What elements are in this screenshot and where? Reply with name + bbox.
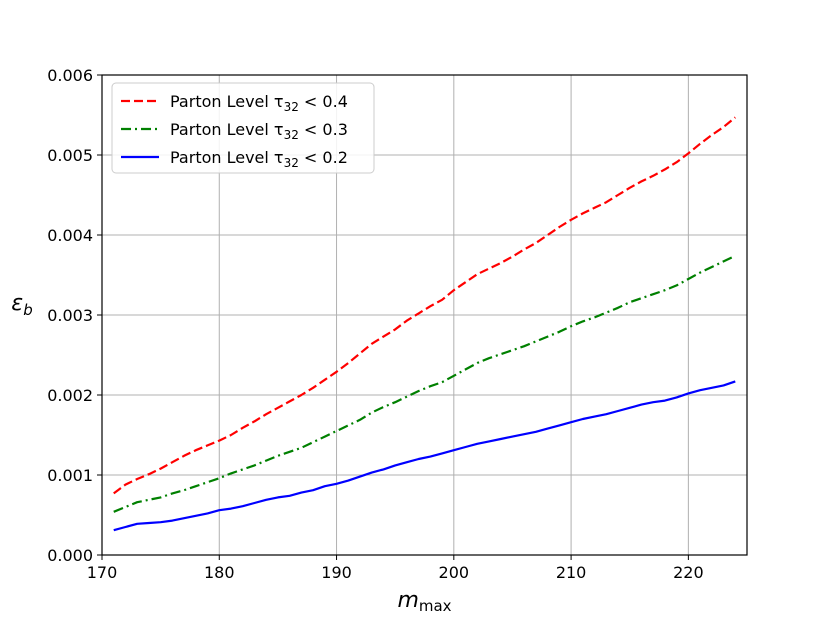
legend-label-rel: < 0.2	[299, 148, 348, 167]
x-tick-label: 190	[321, 563, 352, 582]
legend-label-main: Parton Level τ	[170, 120, 284, 139]
legend-label-1: Parton Level τ32 < 0.3	[170, 120, 348, 142]
x-axis-label: mmax	[397, 588, 451, 615]
legend-label-sub: 32	[284, 100, 299, 114]
legend-box	[111, 82, 375, 174]
y-axis-label: εb	[11, 291, 32, 319]
y-tick-label: 0.003	[47, 306, 93, 325]
y-tick-label: 0.006	[47, 66, 93, 85]
y-tick-label: 0.000	[47, 546, 93, 565]
x-axis-label-sub: max	[419, 597, 452, 615]
x-tick-label: 220	[673, 563, 704, 582]
legend-label-main: Parton Level τ	[170, 148, 284, 167]
x-axis-label-main: m	[397, 588, 418, 613]
axis-ticks: 170 180 190 200 210 220 0.000 0.001 0.002 0.003 0.…	[47, 66, 703, 582]
y-tick-label: 0.004	[47, 226, 93, 245]
series-line-2	[113, 380, 736, 532]
legend-label-0: Parton Level τ32 < 0.4	[170, 92, 348, 114]
legend-label-2: Parton Level τ32 < 0.2	[170, 148, 348, 170]
y-tick-label: 0.002	[47, 386, 93, 405]
x-tick-label: 180	[204, 563, 235, 582]
y-axis-label-main: ε	[11, 291, 23, 316]
series-line-0	[113, 116, 736, 495]
legend-label-rel: < 0.4	[299, 92, 348, 111]
x-tick-label: 170	[87, 563, 118, 582]
x-tick-label: 200	[439, 563, 470, 582]
x-tick-label: 210	[556, 563, 587, 582]
legend-label-rel: < 0.3	[299, 120, 348, 139]
series-line-1	[113, 254, 736, 513]
y-tick-label: 0.001	[47, 466, 93, 485]
legend-label-main: Parton Level τ	[170, 92, 284, 111]
y-axis-label-sub: b	[23, 301, 33, 319]
legend-label-sub: 32	[284, 128, 299, 142]
series-lines	[113, 116, 736, 532]
y-tick-label: 0.005	[47, 146, 93, 165]
legend-label-sub: 32	[284, 156, 299, 170]
